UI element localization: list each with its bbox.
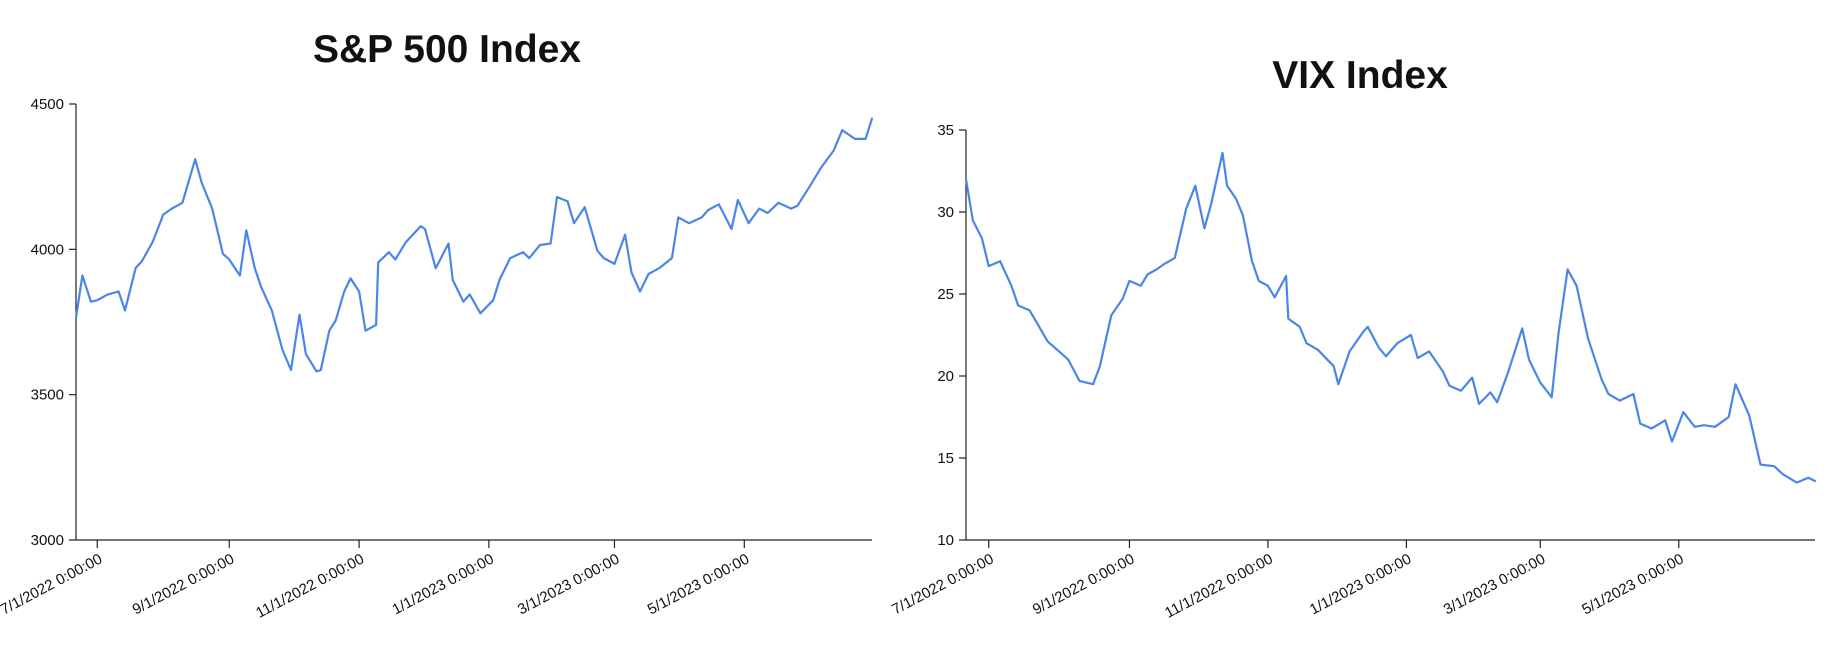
sp500-x-tick-label: 11/1/2022 0:00:00 (253, 551, 367, 622)
sp500-y-tick-label: 3500 (31, 387, 64, 404)
sp500-chart: S&P 500 Index 3000 3500 4000 4500 7/1/2022 … (0, 28, 874, 622)
vix-y-tick-label: 30 (937, 204, 954, 221)
vix-y-tick-label: 10 (937, 532, 954, 549)
sp500-x-tick-label: 9/1/2022 0:00:00 (130, 551, 237, 619)
vix-y-tick-label: 25 (937, 286, 954, 303)
vix-x-tick-label: 11/1/2022 0:00:00 (1162, 551, 1276, 622)
sp500-x-tick-label: 5/1/2023 0:00:00 (645, 551, 752, 619)
vix-y-tick-label: 35 (937, 122, 954, 139)
vix-x-tick-label: 7/1/2022 0:00:00 (889, 551, 996, 619)
vix-chart: VIX Index 10 15 20 25 30 35 7/1/2022 0:00:00 9… (889, 54, 1817, 622)
sp500-y-tick-label: 4500 (31, 96, 64, 113)
vix-series-line (964, 151, 1817, 484)
sp500-x-tick-label: 1/1/2023 0:00:00 (389, 551, 496, 619)
vix-x-tick-label: 9/1/2022 0:00:00 (1030, 551, 1137, 619)
vix-x-axis-ticks: 7/1/2022 0:00:00 9/1/2022 0:00:00 11/1/202… (889, 540, 1687, 622)
sp500-y-tick-label: 4000 (31, 241, 64, 258)
vix-chart-title: VIX Index (1272, 54, 1448, 97)
sp500-series-line (74, 117, 874, 373)
vix-y-tick-label: 15 (937, 450, 954, 467)
sp500-x-tick-label: 7/1/2022 0:00:00 (0, 551, 105, 619)
vix-x-tick-label: 3/1/2023 0:00:00 (1441, 551, 1548, 619)
sp500-x-axis-ticks: 7/1/2022 0:00:00 9/1/2022 0:00:00 11/1/202… (0, 540, 752, 622)
vix-x-tick-label: 5/1/2023 0:00:00 (1579, 551, 1686, 619)
vix-y-axis-ticks: 10 15 20 25 30 35 (937, 122, 966, 549)
sp500-x-tick-label: 3/1/2023 0:00:00 (515, 551, 622, 619)
sp500-y-axis-ticks: 3000 3500 4000 4500 (31, 96, 76, 549)
sp500-chart-title: S&P 500 Index (313, 28, 581, 71)
vix-y-tick-label: 20 (937, 368, 954, 385)
sp500-y-tick-label: 3000 (31, 532, 64, 549)
vix-x-tick-label: 1/1/2023 0:00:00 (1307, 551, 1414, 619)
